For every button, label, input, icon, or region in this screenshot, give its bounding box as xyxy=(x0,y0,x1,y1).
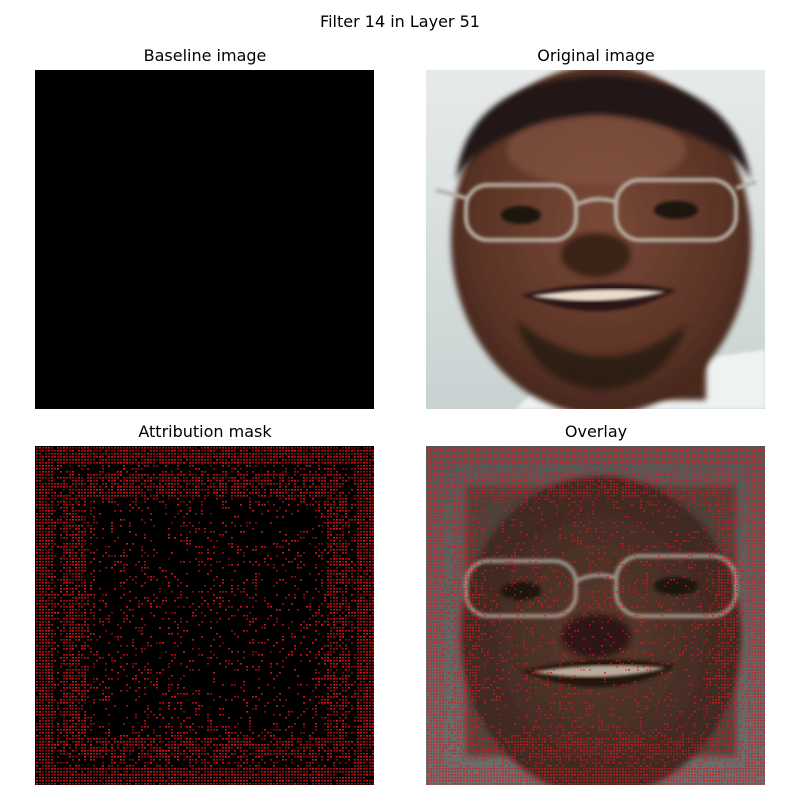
overlay-pattern xyxy=(427,447,765,785)
figure-title: Filter 14 in Layer 51 xyxy=(320,12,480,31)
overlay-composite xyxy=(426,446,765,785)
overlay-title: Overlay xyxy=(564,422,628,441)
attribution-mask xyxy=(35,446,374,785)
face-photo xyxy=(426,70,765,409)
original-image xyxy=(426,70,765,409)
overlay-image xyxy=(426,446,765,785)
mask-pattern xyxy=(36,447,374,785)
original-title: Original image xyxy=(537,46,655,65)
mask-heatmap xyxy=(36,447,374,785)
baseline-title: Baseline image xyxy=(143,46,267,65)
baseline-image xyxy=(35,70,374,409)
mask-title: Attribution mask xyxy=(138,422,272,441)
